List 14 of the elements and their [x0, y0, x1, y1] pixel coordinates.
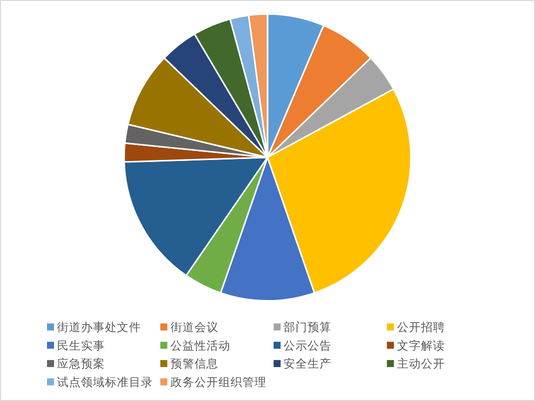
legend-label: 安全生产	[284, 356, 332, 371]
legend-label: 部门预算	[284, 320, 332, 334]
legend-label: 政务公开组织管理	[170, 374, 266, 389]
legend-label: 公益性活动	[170, 338, 230, 352]
legend-label: 街道办事处文件	[57, 320, 141, 334]
legend-label: 街道会议	[170, 320, 218, 334]
legend-label: 试点领域标准目录	[57, 374, 153, 389]
legend-label: 主动公开	[396, 356, 445, 371]
legend-label: 公开招聘	[396, 320, 445, 334]
legend-label: 民生实事	[57, 338, 105, 352]
legend-label: 应急预案	[57, 356, 105, 371]
legend-label: 公示公告	[284, 338, 332, 352]
legend-label: 预警信息	[170, 356, 218, 371]
legend-label: 文字解读	[396, 338, 445, 352]
